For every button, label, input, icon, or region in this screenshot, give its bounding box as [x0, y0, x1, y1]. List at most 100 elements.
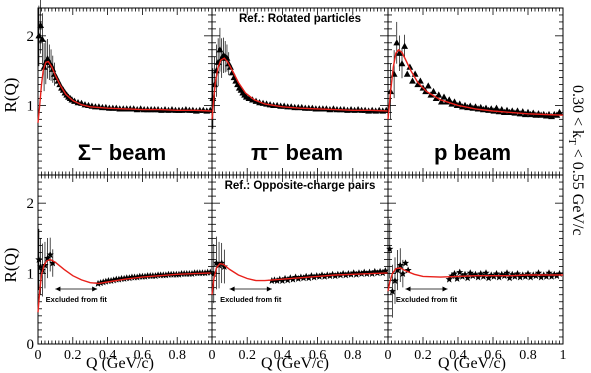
panel-frame [211, 174, 389, 345]
x-tick-label: 0.2 [64, 348, 82, 363]
data-point [485, 274, 493, 282]
data-point [388, 287, 396, 295]
axis-labels: R(Q) R(Q) Q (GeV/c) Q (GeV/c) Q (GeV/c) … [1, 78, 586, 372]
data-point [401, 42, 409, 49]
x-tick-label: 0.8 [344, 348, 362, 363]
data-point [414, 80, 422, 88]
data-point [527, 273, 535, 281]
excluded-label: Excluded from fit [46, 295, 108, 304]
data-point [516, 273, 524, 281]
data-point [401, 259, 410, 267]
panels-group: 1 2 Σ⁻ beam π⁻ beam p beam 0 1 2 0 0.2 0.4 0.6 0.8 Ex… [27, 0, 567, 363]
data-point [503, 269, 511, 277]
excluded-label: Excluded from fit [396, 295, 458, 304]
fit-curve [211, 57, 389, 120]
panel-bottom-right: 0 0.2 0.4 0.6 0.8 1 Excluded from fit [385, 174, 567, 363]
data-point [394, 266, 402, 274]
data-point [391, 277, 399, 285]
data-point [278, 277, 286, 285]
data-point [403, 70, 411, 77]
data-point [249, 96, 256, 103]
data-point [209, 94, 217, 102]
data-point [38, 35, 46, 42]
x-tick-label: 0.6 [484, 348, 502, 363]
data-point [284, 276, 292, 284]
x-tick-label: 0.4 [449, 348, 467, 363]
data-point [440, 93, 448, 100]
panel-top-right: p beam [387, 7, 564, 176]
side-label-sub: T [566, 138, 578, 145]
data-point [395, 49, 403, 56]
data-point [521, 272, 529, 280]
data-point [35, 32, 43, 39]
data-point [289, 275, 297, 283]
data-point [511, 272, 519, 280]
data-point [406, 63, 414, 70]
x-tick-label: 0.6 [309, 348, 327, 363]
y-axis-title-bottom: R(Q) [1, 248, 20, 283]
data-point [493, 104, 500, 111]
data-point [474, 273, 482, 281]
x-tick-label: 0 [385, 348, 392, 363]
data-point [437, 98, 445, 105]
panel-title: p beam [434, 140, 511, 165]
data-point [398, 60, 406, 67]
panel-top-left: 1 2 Σ⁻ beam [27, 0, 214, 176]
y-axis-title-top: R(Q) [1, 78, 20, 113]
x-tick-label: 1 [560, 348, 567, 363]
data-point [245, 94, 253, 102]
data-point [424, 82, 432, 89]
y-tick-label: 0 [27, 337, 35, 353]
data-point [548, 272, 556, 280]
x-tick-label: 0 [35, 348, 42, 363]
data-point [409, 77, 416, 84]
excluded-label: Excluded from fit [220, 295, 282, 304]
data-point [542, 272, 550, 280]
panel-title: π⁻ beam [251, 140, 343, 165]
data-point [556, 108, 563, 115]
data-point [482, 269, 490, 277]
data-point [416, 77, 424, 84]
data-point [451, 98, 458, 105]
panel-title: Σ⁻ beam [78, 140, 166, 165]
side-label: 0.30 < kT < 0.55 GeV/c [566, 85, 586, 236]
data-point [453, 274, 461, 282]
data-point [450, 269, 459, 277]
excluded-arrowhead-left [229, 286, 235, 292]
panel-bottom-middle: 0 0.2 0.4 0.6 0.8 Excluded from fit [209, 174, 389, 363]
data-point [213, 67, 220, 74]
y-tick-label: 2 [27, 29, 35, 45]
data-point [430, 87, 437, 95]
side-label-tail: < 0.55 GeV/c [569, 145, 586, 236]
fit-curve [37, 258, 213, 313]
data-point [386, 245, 394, 253]
ref-label-top: Ref.: Rotated particles [239, 13, 361, 25]
data-point [506, 274, 514, 282]
data-point [216, 46, 224, 53]
data-point [435, 91, 443, 98]
x-tick-label: 0 [209, 348, 216, 363]
x-tick-label: 0.4 [274, 348, 292, 363]
excluded-arrowhead-right [92, 286, 98, 292]
excluded-arrowhead-left [405, 286, 411, 292]
panel-bottom-left: 0 1 2 0 0.2 0.4 0.6 0.8 Excluded from fit [27, 174, 214, 363]
data-point [399, 269, 407, 277]
panel-top-middle: π⁻ beam [209, 7, 390, 176]
excluded-arrowhead-left [55, 286, 61, 292]
panel-frame [387, 174, 564, 345]
x-tick-label: 0.6 [134, 348, 152, 363]
data-point [537, 273, 545, 281]
data-point [456, 268, 464, 276]
fit-curve [387, 48, 564, 120]
x-axis-title-middle: Q (GeV/c) [261, 355, 329, 372]
data-point [396, 261, 404, 269]
excluded-arrowhead-right [442, 286, 448, 292]
panel-frame [37, 174, 213, 345]
y-tick-label: 1 [27, 267, 35, 283]
x-tick-label: 0.4 [99, 348, 117, 363]
x-axis-title-left: Q (GeV/c) [86, 355, 154, 372]
x-axis-title-right: Q (GeV/c) [438, 355, 506, 372]
ref-label-bottom: Ref.: Opposite-charge pairs [225, 180, 376, 192]
data-point [49, 259, 57, 267]
